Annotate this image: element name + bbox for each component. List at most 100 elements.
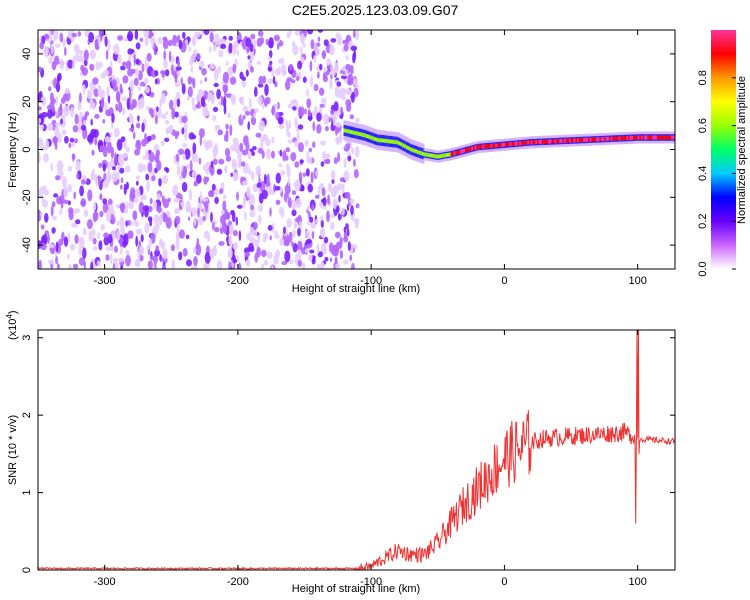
noise-blob xyxy=(176,164,181,177)
noise-blob xyxy=(73,44,80,53)
noise-blob xyxy=(54,43,61,48)
noise-blob xyxy=(214,33,220,46)
noise-blob xyxy=(160,140,165,147)
noise-blob xyxy=(220,95,224,106)
noise-blob xyxy=(302,172,306,177)
noise-blob xyxy=(222,71,229,84)
noise-blob xyxy=(298,249,302,260)
noise-blob xyxy=(317,36,321,42)
ridge-core xyxy=(399,141,403,146)
noise-blob xyxy=(45,34,50,40)
noise-blob xyxy=(337,152,341,163)
noise-blob xyxy=(232,258,238,264)
noise-blob xyxy=(275,199,281,205)
ridge-core xyxy=(647,135,650,140)
noise-blob xyxy=(245,259,251,267)
noise-blob xyxy=(77,100,82,111)
noise-blob xyxy=(152,254,158,264)
noise-blob xyxy=(339,238,343,249)
noise-blob xyxy=(339,250,344,259)
noise-blob xyxy=(120,224,125,235)
noise-blob xyxy=(245,110,250,116)
ridge-core xyxy=(645,135,649,140)
noise-blob xyxy=(171,64,174,76)
noise-blob xyxy=(69,243,76,251)
noise-blob xyxy=(49,92,54,102)
ridge-core xyxy=(626,136,630,140)
noise-blob xyxy=(207,93,211,103)
ridge-core xyxy=(468,147,471,152)
noise-blob xyxy=(135,175,140,180)
ridge-core xyxy=(663,135,666,140)
noise-blob xyxy=(91,149,95,156)
noise-blob xyxy=(129,115,134,124)
noise-blob xyxy=(326,210,330,223)
ridge-core xyxy=(554,139,558,144)
noise-blob xyxy=(328,184,333,193)
noise-blob xyxy=(125,181,129,190)
ridge-core xyxy=(365,134,369,138)
noise-blob xyxy=(39,41,44,50)
noise-blob xyxy=(125,254,131,267)
noise-blob xyxy=(43,46,49,56)
ridge-core xyxy=(437,154,441,159)
noise-blob xyxy=(79,185,84,197)
noise-blob xyxy=(308,254,313,262)
noise-blob xyxy=(60,97,66,104)
noise-blob xyxy=(267,78,274,84)
noise-blob xyxy=(133,220,138,226)
noise-blob xyxy=(288,231,293,243)
noise-blob xyxy=(80,179,86,185)
ridge-core xyxy=(490,143,494,148)
noise-blob xyxy=(170,244,175,252)
noise-blob xyxy=(159,98,163,108)
noise-blob xyxy=(173,197,180,203)
noise-blob xyxy=(120,177,124,184)
noise-blob xyxy=(94,38,99,50)
ridge-core xyxy=(463,148,466,153)
noise-blob xyxy=(328,242,334,253)
noise-blob xyxy=(104,102,108,113)
noise-blob xyxy=(214,187,219,196)
noise-blob xyxy=(68,142,72,149)
noise-blob xyxy=(336,34,343,46)
noise-blob xyxy=(117,101,123,113)
noise-blob xyxy=(171,259,176,269)
ridge-core xyxy=(493,143,497,148)
noise-blob xyxy=(218,158,225,165)
noise-blob xyxy=(332,68,336,76)
noise-blob xyxy=(87,90,93,100)
noise-blob xyxy=(265,138,271,147)
ridge-core xyxy=(373,136,377,141)
noise-blob xyxy=(301,262,306,269)
ridge-core xyxy=(383,138,387,143)
ridge-core xyxy=(529,140,532,145)
ridge-core xyxy=(583,137,586,142)
noise-blob xyxy=(267,67,273,72)
noise-blob xyxy=(204,252,211,264)
ridge-core xyxy=(479,144,482,149)
ridge-core xyxy=(397,140,401,145)
x-tick-label: -300 xyxy=(94,576,116,588)
noise-blob xyxy=(132,131,136,140)
noise-blob xyxy=(329,44,335,56)
noise-blob xyxy=(181,127,185,135)
noise-blob xyxy=(141,164,147,172)
noise-blob xyxy=(178,39,183,50)
noise-blob xyxy=(322,72,328,79)
noise-blob xyxy=(343,157,347,169)
ridge-core xyxy=(343,128,347,133)
noise-blob xyxy=(105,246,112,251)
ridge-core xyxy=(498,143,502,148)
noise-blob xyxy=(165,111,169,115)
noise-blob xyxy=(81,67,88,76)
noise-blob xyxy=(350,205,354,216)
noise-blob xyxy=(205,200,208,212)
noise-blob xyxy=(105,171,112,183)
noise-blob xyxy=(52,30,59,41)
ridge-core xyxy=(409,146,412,151)
noise-blob xyxy=(197,216,204,226)
noise-blob xyxy=(149,217,153,227)
noise-blob xyxy=(120,136,126,143)
noise-blob xyxy=(248,242,254,252)
